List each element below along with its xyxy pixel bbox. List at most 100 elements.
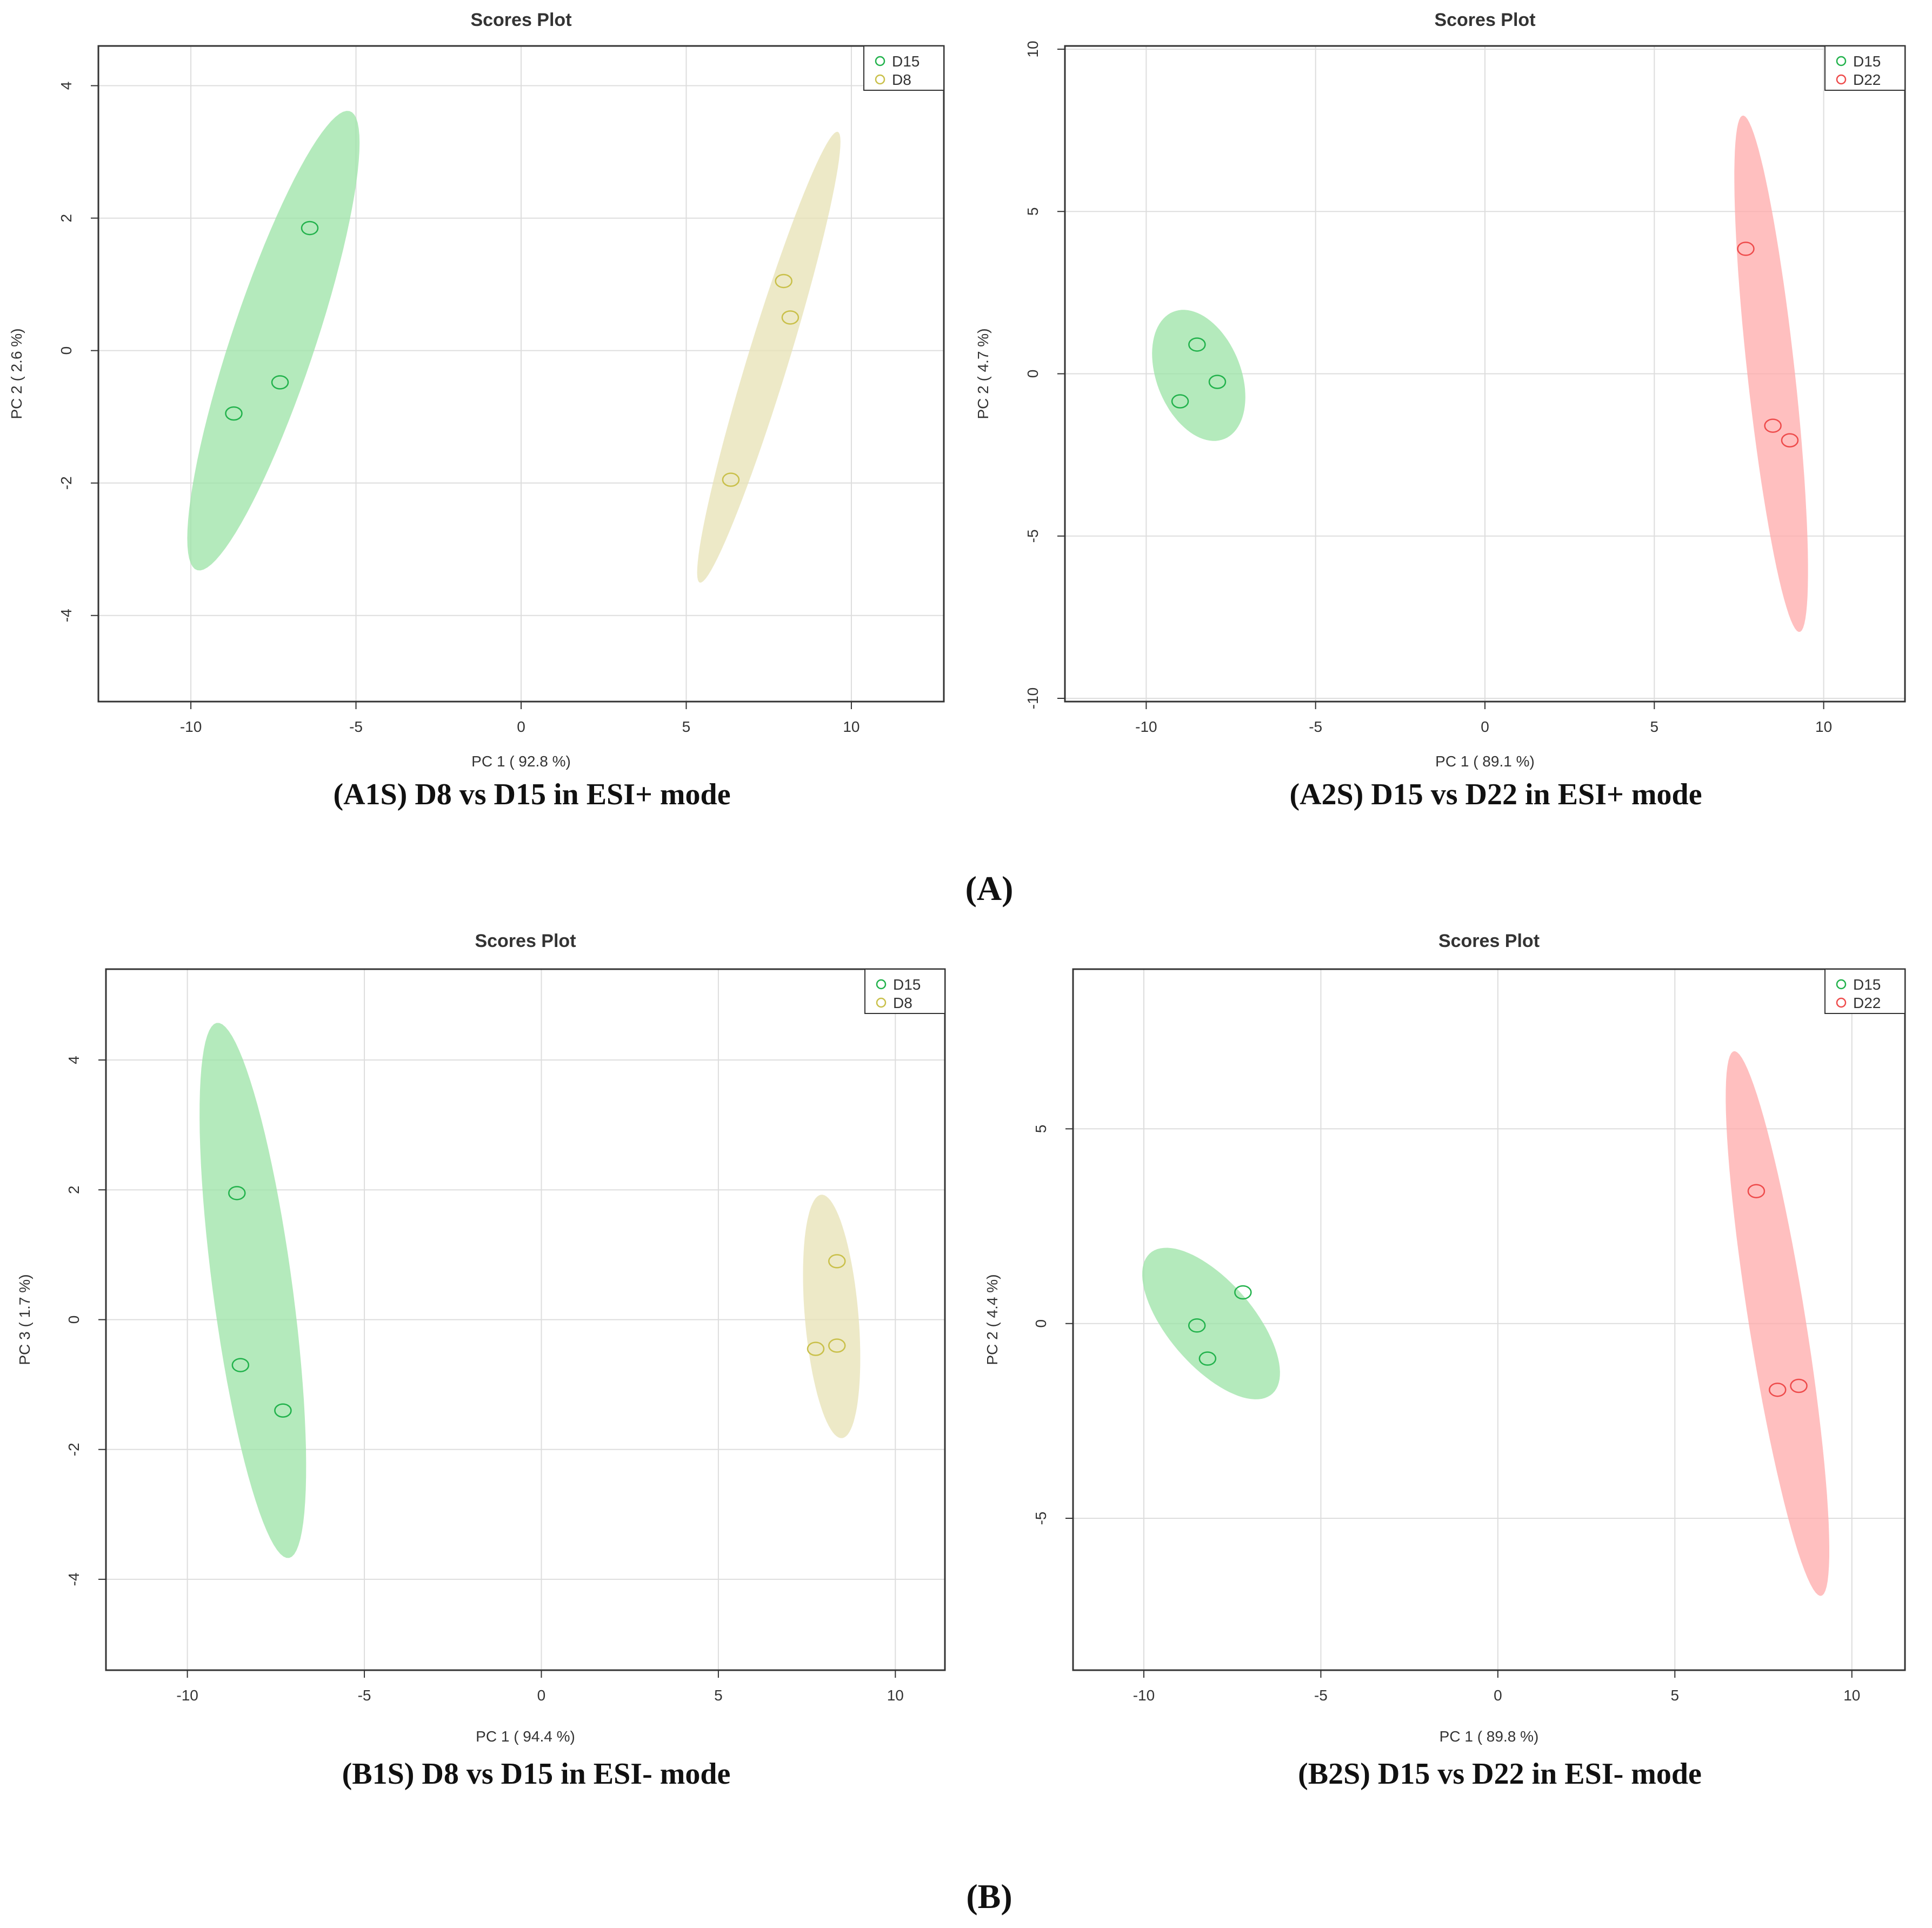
y-tick-label: 5: [1032, 1125, 1049, 1133]
point-d15: [1171, 394, 1189, 409]
point-d15: [1198, 1351, 1217, 1366]
point-d15: [231, 1358, 250, 1372]
point-d8: [722, 472, 740, 487]
y-tick-label: 4: [58, 82, 75, 90]
x-tick-label: -5: [1309, 718, 1322, 735]
y-tick-label: -4: [65, 1572, 82, 1586]
ellipse-d15: [1142, 1247, 1280, 1399]
section-label-a: (A): [965, 869, 1014, 908]
legend-label-d8: D8: [892, 71, 911, 88]
legend-marker-d8: [875, 74, 885, 85]
legend-marker-d15: [1836, 979, 1847, 990]
y-tick-label: -2: [58, 476, 75, 490]
legend-label-d22: D22: [1853, 71, 1881, 88]
x-axis-label: PC 1 ( 92.8 %): [471, 753, 571, 770]
legend-box: [863, 45, 944, 91]
x-tick-label: 10: [1843, 1687, 1860, 1704]
panels: Scores Plot -10 -5 0 5 10 -4 -2 0 2 4 PC 1 ( 92.8 %…: [8, 10, 1906, 1791]
x-tick-label: 0: [1494, 1687, 1502, 1704]
point-d15: [1188, 337, 1206, 352]
ellipse-d15: [199, 1023, 307, 1558]
x-axis-label: PC 1 ( 94.4 %): [476, 1728, 575, 1745]
point-d8: [828, 1254, 846, 1269]
x-tick-label: 10: [887, 1687, 904, 1704]
ellipse-d15: [187, 111, 360, 571]
ellipse-d8: [803, 1195, 861, 1438]
panel-caption: (B1S) D8 vs D15 in ESI- mode: [342, 1757, 731, 1791]
y-axis-label: PC 2 ( 4.7 %): [975, 328, 991, 419]
x-tick-label: 5: [1650, 718, 1659, 735]
x-tick-label: 10: [843, 718, 860, 735]
point-d15: [274, 1403, 292, 1418]
legend-marker-d15: [876, 979, 887, 990]
x-tick-label: -5: [1314, 1687, 1328, 1704]
x-axis-label: PC 1 ( 89.1 %): [1435, 753, 1535, 770]
x-tick-label: -10: [1135, 718, 1157, 735]
y-tick-label: 4: [65, 1056, 82, 1064]
y-axis-label: PC 2 ( 4.4 %): [984, 1274, 1001, 1365]
x-tick-label: -5: [358, 1687, 371, 1704]
point-d22: [1737, 242, 1755, 256]
chart-title: Scores Plot: [475, 931, 576, 951]
x-tick-label: 5: [1671, 1687, 1680, 1704]
x-axis-label: PC 1 ( 89.8 %): [1440, 1728, 1539, 1745]
point-d15: [301, 221, 319, 236]
y-axis-label: PC 2 ( 2.6 %): [8, 328, 25, 419]
y-tick-label: -4: [58, 609, 75, 622]
point-d15: [1208, 375, 1227, 389]
legend-marker-d22: [1836, 74, 1847, 85]
y-tick-label: -5: [1024, 529, 1041, 543]
chart-title: Scores Plot: [470, 10, 571, 30]
ellipse-d8: [697, 131, 841, 583]
x-tick-label: 0: [1481, 718, 1489, 735]
y-tick-label: -5: [1032, 1512, 1049, 1525]
point-d8: [775, 273, 792, 289]
legend-label-d8: D8: [893, 995, 912, 1011]
legend-label-d15: D15: [1853, 976, 1881, 993]
point-d22: [1790, 1378, 1808, 1393]
y-tick-label: 2: [58, 214, 75, 223]
ellipse-d15: [1152, 310, 1245, 441]
chart-b2s: Scores Plot -10 -5 0 5 10 -5 0 5 PC 1 ( 89.8 %) PC…: [984, 931, 1906, 1791]
chart-b1s: Scores Plot -10 -5 0 5 10 -4 -2 0 2 4 PC 1 ( 94.4 %…: [16, 931, 946, 1791]
y-tick-label: -10: [1024, 688, 1041, 709]
point-d15: [228, 1186, 246, 1200]
point-d8: [828, 1338, 846, 1353]
x-tick-label: 0: [537, 1687, 546, 1704]
y-axis-label: PC 3 ( 1.7 %): [16, 1274, 33, 1365]
x-tick-label: -10: [1133, 1687, 1155, 1704]
point-d15: [271, 375, 289, 390]
legend-label-d22: D22: [1853, 995, 1881, 1011]
legend-marker-d15: [1836, 56, 1847, 66]
y-tick-label: 10: [1024, 41, 1041, 57]
legend-label-d15: D15: [893, 976, 921, 993]
section-label-b: (B): [966, 1877, 1012, 1916]
y-tick-label: 5: [1024, 207, 1041, 216]
legend-marker-d8: [876, 997, 887, 1008]
chart-a2s: Scores Plot -10 -5 0 5 10 -10 -5 0 5 10 PC 1 ( 89.1…: [975, 10, 1906, 811]
y-tick-label: 2: [65, 1186, 82, 1195]
legend-label-d15: D15: [892, 53, 920, 70]
point-d8: [807, 1342, 825, 1356]
legend-marker-d22: [1836, 997, 1847, 1008]
y-tick-label: 0: [65, 1316, 82, 1324]
plot-frame: [1072, 968, 1906, 1671]
chart-title: Scores Plot: [1434, 10, 1535, 30]
point-d22: [1781, 433, 1799, 448]
point-d15: [225, 406, 243, 421]
panel-caption: (A1S) D8 vs D15 in ESI+ mode: [333, 778, 730, 811]
point-d8: [781, 310, 800, 325]
legend-marker-d15: [875, 56, 885, 66]
panel-caption: (B2S) D15 vs D22 in ESI- mode: [1298, 1757, 1702, 1791]
chart-title: Scores Plot: [1438, 931, 1540, 951]
y-tick-label: 0: [1024, 370, 1041, 378]
x-tick-label: 0: [517, 718, 525, 735]
point-d22: [1768, 1382, 1787, 1397]
point-d15: [1188, 1318, 1206, 1333]
point-d22: [1764, 418, 1782, 433]
x-tick-label: -10: [176, 1687, 198, 1704]
